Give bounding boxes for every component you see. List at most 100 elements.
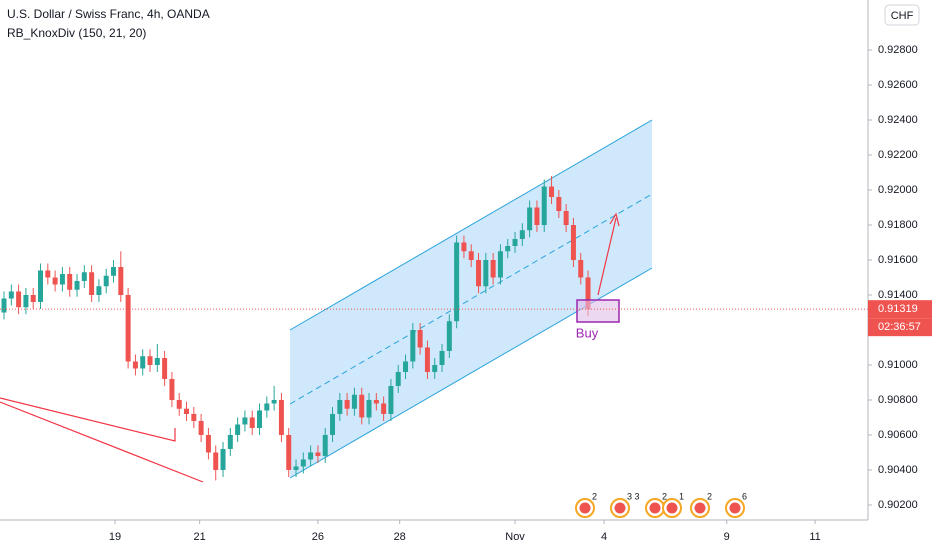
- candle-body: [184, 408, 190, 414]
- x-tick-label: 21: [194, 531, 206, 543]
- x-tick-label: 11: [809, 531, 820, 543]
- y-tick-label: 0.92000: [878, 184, 918, 196]
- target-arrow: [597, 217, 617, 296]
- candle-body: [483, 260, 489, 287]
- countdown-tag: [868, 318, 932, 337]
- last-price-tag: [868, 300, 932, 319]
- y-tick-label: 0.91400: [878, 289, 918, 301]
- candle-body: [198, 420, 204, 435]
- y-tick-label: 0.91000: [878, 359, 918, 371]
- candle-body: [89, 272, 95, 295]
- candle-body: [585, 277, 591, 310]
- event-icon-inner: [729, 502, 741, 514]
- event-icon-inner: [666, 502, 678, 514]
- candle-body: [271, 399, 277, 404]
- event-icon-inner: [649, 502, 661, 514]
- candle-body: [322, 434, 328, 456]
- candle-body: [169, 378, 175, 400]
- candle-body: [242, 417, 248, 425]
- candle-body: [45, 270, 51, 278]
- candle-body: [111, 266, 117, 276]
- candles: [1, 176, 591, 481]
- candle-body: [23, 294, 29, 308]
- candle-body: [519, 230, 525, 240]
- candle-body: [432, 364, 438, 372]
- candle-body: [424, 347, 430, 372]
- event-count: 2: [707, 491, 712, 501]
- candle-body: [264, 403, 270, 411]
- candle-body: [132, 361, 138, 369]
- candle-body: [570, 225, 576, 260]
- buy-label: Buy: [576, 325, 599, 340]
- candle-body: [388, 385, 394, 414]
- candle-body: [213, 452, 219, 470]
- currency-label[interactable]: CHF: [891, 10, 914, 22]
- candle-body: [534, 207, 540, 226]
- candle-body: [417, 329, 423, 348]
- candle-body: [81, 272, 87, 281]
- y-tick-label: 0.91800: [878, 219, 918, 231]
- y-tick-label: 0.92400: [878, 114, 918, 126]
- candle-body: [359, 394, 365, 418]
- candle-body: [176, 399, 182, 409]
- candle-body: [446, 321, 452, 351]
- candle-body: [154, 357, 160, 365]
- candle-body: [578, 260, 584, 278]
- candle-body: [468, 251, 474, 260]
- candle-body: [205, 434, 211, 453]
- event-icon-inner: [614, 502, 626, 514]
- candle-body: [227, 434, 233, 449]
- candle-body: [147, 356, 153, 365]
- indicator-label: RB_KnoxDiv (150, 21, 20): [7, 26, 146, 40]
- currency-button[interactable]: [884, 4, 920, 26]
- candle-body: [96, 286, 102, 295]
- event-icon-inner: [579, 502, 591, 514]
- last-price-label: 0.91319: [878, 303, 918, 315]
- candle-body: [300, 459, 306, 467]
- chart-title: U.S. Dollar / Swiss Franc, 4h, OANDA: [7, 7, 210, 21]
- y-tick-label: 0.92200: [878, 149, 918, 161]
- candle-body: [278, 399, 284, 435]
- channel-upper: [289, 119, 653, 331]
- candle-body: [162, 357, 168, 379]
- x-tick-label: 26: [312, 531, 324, 543]
- candle-body: [52, 277, 58, 285]
- candle-body: [30, 294, 36, 302]
- buy-box: [576, 299, 620, 323]
- target-arrow-head: [609, 212, 620, 227]
- candle-body: [8, 291, 14, 299]
- event-count: 6: [742, 491, 747, 501]
- candle-body: [454, 242, 460, 322]
- candle-body: [505, 246, 511, 252]
- candle-body: [235, 424, 241, 435]
- candle-body: [439, 350, 445, 365]
- candle-body: [59, 273, 65, 285]
- candle-body: [563, 211, 569, 226]
- x-tick-label: Nov: [505, 531, 525, 543]
- candle-body: [125, 294, 131, 362]
- y-tick-label: 0.90600: [878, 429, 918, 441]
- y-tick-label: 0.91600: [878, 254, 918, 266]
- candle-body: [549, 186, 555, 198]
- y-tick-label: 0.90800: [878, 394, 918, 406]
- candle-body: [67, 273, 73, 290]
- candle-body: [140, 356, 146, 369]
- candle-body: [337, 399, 343, 414]
- candle-body: [461, 242, 467, 252]
- event-count: 1: [679, 491, 684, 501]
- event-count: 3 3: [627, 491, 640, 501]
- x-tick-label: 19: [109, 531, 121, 543]
- candle-body: [257, 410, 263, 428]
- candle-body: [191, 413, 197, 421]
- candle-body: [366, 399, 372, 418]
- candle-body: [476, 260, 482, 287]
- candle-body: [351, 394, 357, 409]
- candle-body: [373, 399, 379, 404]
- candle-body: [541, 186, 547, 226]
- candle-body: [344, 399, 350, 409]
- event-count: 2: [662, 491, 667, 501]
- channel-fill: [290, 120, 652, 478]
- candle-body: [410, 329, 416, 362]
- y-tick-label: 0.92800: [878, 44, 918, 56]
- candle-body: [315, 452, 321, 456]
